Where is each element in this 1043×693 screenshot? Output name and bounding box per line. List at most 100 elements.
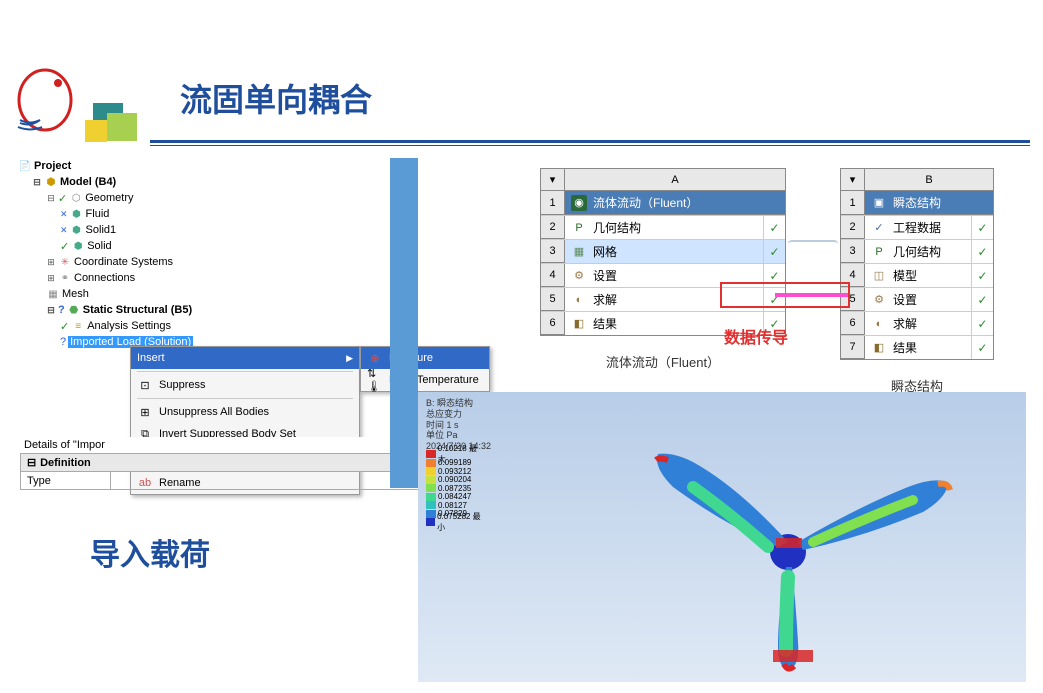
wb-system-title[interactable]: ◉流体流动（Fluent） bbox=[565, 191, 785, 215]
menu-bodytemp[interactable]: ⇅🌡Body Temperature bbox=[361, 369, 489, 391]
menu-insert[interactable]: Insert▶ bbox=[131, 347, 359, 369]
collapse-icon[interactable]: ⊟ bbox=[46, 305, 56, 316]
tree-fluid[interactable]: ✕⬢Fluid bbox=[18, 206, 308, 222]
wb-row-num[interactable]: 2 bbox=[541, 216, 565, 239]
legend-swatch bbox=[426, 484, 436, 492]
wb-cell[interactable]: P几何结构 bbox=[565, 216, 763, 239]
wb-row-num[interactable]: 2 bbox=[841, 216, 865, 239]
wb-row-num[interactable]: 5 bbox=[541, 288, 565, 311]
wb-corner[interactable]: ▾ bbox=[841, 169, 865, 191]
wb-system-title[interactable]: ▣ 瞬态结构 bbox=[865, 191, 993, 215]
legend-row: 0.090204 bbox=[426, 476, 484, 485]
tree-static[interactable]: ⊟?⬣Static Structural (B5) bbox=[18, 302, 308, 318]
highlight-box bbox=[720, 282, 850, 308]
collapse-icon[interactable]: ⊟ bbox=[46, 193, 56, 204]
wb-caption-a: 流体流动（Fluent） bbox=[540, 352, 786, 371]
wb-row-num[interactable]: 6 bbox=[541, 312, 565, 335]
tree-label: Geometry bbox=[85, 192, 133, 204]
cell-label: 求解 bbox=[893, 315, 917, 332]
legend-swatch bbox=[426, 518, 435, 526]
legend-swatch bbox=[426, 493, 436, 501]
tree-solid1[interactable]: ✕⬢Solid1 bbox=[18, 222, 308, 238]
wb-cell[interactable]: ▦网格 bbox=[565, 240, 763, 263]
legend-row: 0.075282 最小 bbox=[426, 518, 484, 527]
wb-corner[interactable]: ▾ bbox=[541, 169, 565, 191]
wb-cell[interactable]: ⚙设置 bbox=[865, 288, 971, 311]
wb-cell[interactable]: ◐ 求解 bbox=[865, 312, 971, 335]
cell-label: 模型 bbox=[893, 267, 917, 284]
tree-analysis[interactable]: ✓≡Analysis Settings bbox=[18, 318, 308, 334]
menu-suppress[interactable]: ⊡Suppress bbox=[131, 374, 359, 396]
tree-connections[interactable]: ⊞⚭Connections bbox=[18, 270, 308, 286]
wb-row-num[interactable]: 7 bbox=[841, 336, 865, 359]
status-check-icon: ✓ bbox=[971, 264, 993, 287]
simulation-viewport[interactable]: B: 瞬态结构总应变力时间 1 s单位 Pa2024/7/20 14:32 0.… bbox=[418, 392, 1026, 682]
legend-row: 0.10218 最大 bbox=[426, 450, 484, 459]
wb-row-num[interactable]: 3 bbox=[541, 240, 565, 263]
wb-cell-row[interactable]: 2P几何结构✓ bbox=[541, 215, 785, 239]
status-check-icon: ✓ bbox=[971, 336, 993, 359]
wb-cell-row[interactable]: 3▦网格✓ bbox=[541, 239, 785, 263]
wb-cell-row[interactable]: 2✓工程数据✓ bbox=[841, 215, 993, 239]
wb-row-num[interactable]: 3 bbox=[841, 240, 865, 263]
tree-label: Model (B4) bbox=[60, 176, 116, 188]
cell-icon: ◫ bbox=[871, 268, 887, 284]
cell-icon: ◧ bbox=[571, 316, 587, 332]
transient-icon: ▣ bbox=[871, 195, 887, 211]
tree-model[interactable]: ⊟⬢Model (B4) bbox=[18, 174, 308, 190]
expand-icon[interactable]: ⊞ bbox=[46, 273, 56, 284]
insert-submenu[interactable]: ⊕Pressure ⇅🌡Body Temperature bbox=[360, 346, 490, 392]
menu-unsuppress[interactable]: ⊞Unsuppress All Bodies bbox=[131, 401, 359, 423]
menu-separator bbox=[137, 398, 353, 399]
cell-icon: ◐ bbox=[871, 316, 887, 332]
wb-row-num[interactable]: 6 bbox=[841, 312, 865, 335]
tree-solid[interactable]: ✓⬢Solid bbox=[18, 238, 308, 254]
wb-cell[interactable]: ◧结果 bbox=[865, 336, 971, 359]
tree-label: Static Structural (B5) bbox=[83, 304, 192, 316]
outline-tree[interactable]: 📄Project ⊟⬢Model (B4) ⊟✓⬡Geometry ✕⬢Flui… bbox=[18, 158, 308, 350]
workbench-panel-b[interactable]: ▾B 1▣瞬态结构 2✓工程数据✓3P几何结构✓4◫模型✓5⚙设置✓6◐求解✓7… bbox=[840, 168, 994, 360]
cell-label: 设置 bbox=[593, 267, 617, 284]
wb-row-num[interactable]: 1 bbox=[541, 191, 565, 215]
blue-divider bbox=[390, 158, 418, 488]
cell-icon: ✓ bbox=[871, 220, 887, 236]
page-title: 流固单向耦合 bbox=[180, 75, 372, 121]
pressure-icon: ⊕ bbox=[367, 350, 383, 366]
expand-icon[interactable]: ⊞ bbox=[46, 257, 56, 268]
tree-coord[interactable]: ⊞✳Coordinate Systems bbox=[18, 254, 308, 270]
wb-cell-row[interactable]: 6◐求解✓ bbox=[841, 311, 993, 335]
wb-cell-row[interactable]: 3P几何结构✓ bbox=[841, 239, 993, 263]
details-title: Details of "Impor bbox=[20, 437, 420, 453]
annotation-label: 数据传导 bbox=[724, 324, 788, 348]
menu-separator bbox=[137, 371, 353, 372]
wb-cell[interactable]: ✓工程数据 bbox=[865, 216, 971, 239]
cell-label: 结果 bbox=[593, 315, 617, 332]
legend-swatch bbox=[426, 501, 436, 509]
details-value[interactable] bbox=[111, 472, 420, 490]
logo-swirl-icon bbox=[10, 65, 80, 135]
collapse-icon[interactable]: ⊟ bbox=[32, 177, 42, 188]
wb-row-num[interactable]: 4 bbox=[541, 264, 565, 287]
wb-col-header[interactable]: A bbox=[565, 169, 785, 191]
tree-geometry[interactable]: ⊟✓⬡Geometry bbox=[18, 190, 308, 206]
menu-pressure[interactable]: ⊕Pressure bbox=[361, 347, 489, 369]
wb-cell-row[interactable]: 7◧结果✓ bbox=[841, 335, 993, 359]
wb-title-label: 瞬态结构 bbox=[893, 194, 941, 211]
header: 流固单向耦合 bbox=[10, 65, 1023, 155]
menu-label: Unsuppress All Bodies bbox=[159, 406, 269, 418]
wb-row-num[interactable]: 1 bbox=[841, 191, 865, 215]
tree-mesh[interactable]: ▦Mesh bbox=[18, 286, 308, 302]
cell-icon: ⚙ bbox=[571, 268, 587, 284]
wb-cell-row[interactable]: 5⚙设置✓ bbox=[841, 287, 993, 311]
workbench-panel-a[interactable]: ▾A 1◉流体流动（Fluent） 2P几何结构✓3▦网格✓4⚙设置✓5◐求解✓… bbox=[540, 168, 786, 336]
logo-squares-icon bbox=[85, 95, 145, 145]
wb-cell[interactable]: ◫ 模型 bbox=[865, 264, 971, 287]
contour-legend: 0.10218 最大0.0991890.0932120.0902040.0872… bbox=[426, 450, 484, 527]
cell-icon: P bbox=[571, 220, 587, 236]
wb-cell-row[interactable]: 4◫模型✓ bbox=[841, 263, 993, 287]
wb-col-header[interactable]: B bbox=[865, 169, 993, 191]
tree-project[interactable]: 📄Project bbox=[18, 158, 308, 174]
wb-cell[interactable]: P几何结构 bbox=[865, 240, 971, 263]
submenu-arrow-icon: ▶ bbox=[346, 353, 353, 364]
details-header[interactable]: ⊟ Definition bbox=[21, 454, 420, 472]
